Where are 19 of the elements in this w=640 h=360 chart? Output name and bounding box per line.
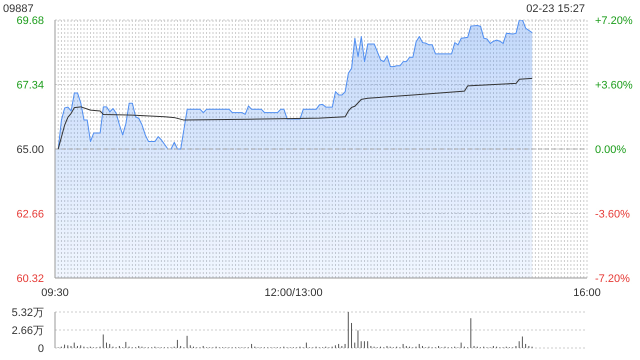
y2-tick-label: +3.60% [595,80,633,92]
line-series [58,78,533,150]
y2-tick-label: +7.20% [595,15,633,27]
y2-tick-label: 0.00% [595,144,626,156]
text: 02-23 15:27 [526,3,585,15]
y-tick-label: 0 [38,343,44,355]
y-tick-label: 69.68 [16,15,44,27]
x-tick-label: 12:00/13:00 [264,287,323,299]
y-tick-label: 60.32 [16,273,44,285]
y2-tick-label: -7.20% [595,273,630,285]
y-tick-label: 67.34 [16,80,44,92]
x-tick-label: 09:30 [41,287,69,299]
y2-tick-label: -3.60% [595,208,630,220]
y-tick-label: 65.00 [16,144,44,156]
y-tick-label: 5.32万 [12,307,44,319]
y-tick-label: 62.66 [16,208,44,220]
x-tick-label: 16:00 [573,287,601,299]
chart-title: 09887 [3,3,34,15]
y-tick-label: 2.66万 [12,325,44,337]
